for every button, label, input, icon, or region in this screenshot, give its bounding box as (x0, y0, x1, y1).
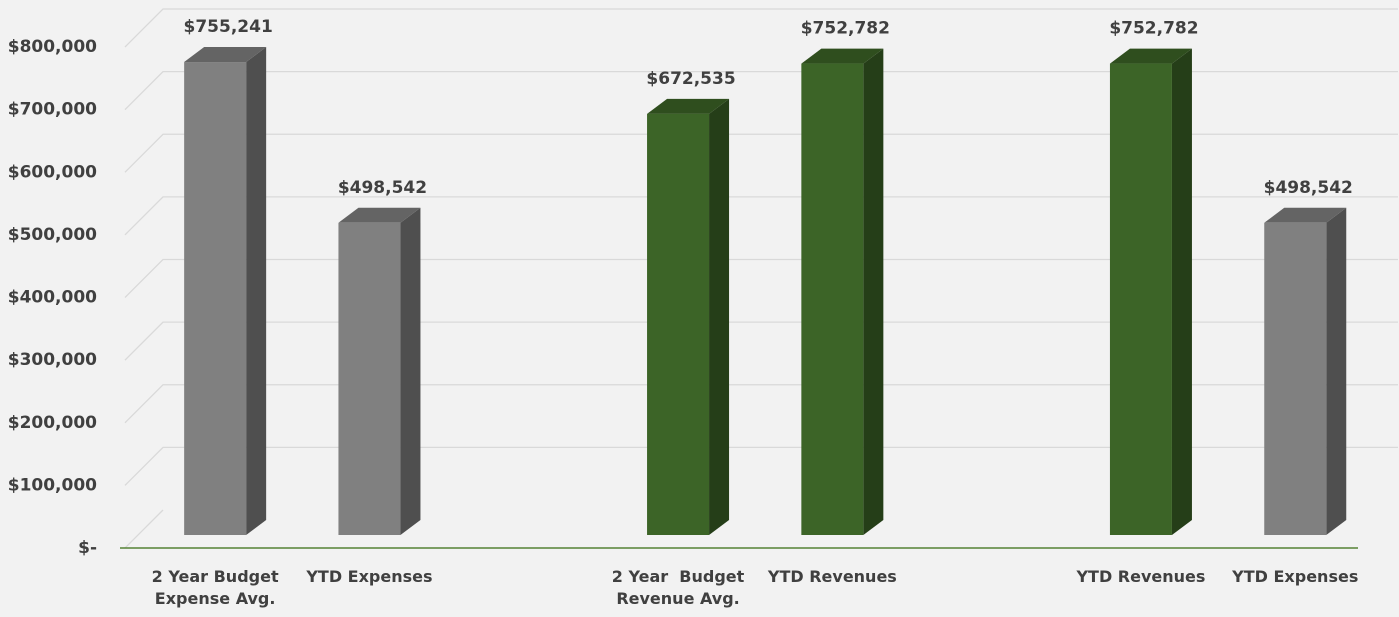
bar-top (801, 48, 884, 64)
bar-top (1109, 48, 1192, 64)
grid-line (124, 321, 1398, 361)
data-label: $498,542 (1264, 178, 1353, 198)
bar-top (1264, 207, 1347, 223)
x-tick-label: YTD Revenues (767, 567, 897, 586)
y-tick-label: $400,000 (8, 288, 97, 308)
grid-line (124, 258, 1398, 298)
y-tick-label: $200,000 (8, 413, 97, 433)
data-label: $498,542 (338, 178, 427, 198)
y-tick-label: $800,000 (8, 37, 97, 57)
data-label: $752,782 (1109, 19, 1198, 39)
bar-top (338, 207, 421, 223)
grid-line (124, 70, 1398, 111)
grid-line (124, 133, 1398, 173)
bar (647, 113, 710, 536)
x-tick-label: YTD Revenues (1076, 567, 1206, 586)
bar (1264, 222, 1327, 535)
bar (184, 62, 247, 535)
bar-side (246, 47, 267, 535)
y-tick-label: $300,000 (8, 350, 97, 370)
y-tick-label: $600,000 (8, 162, 97, 182)
data-label: $672,535 (646, 69, 735, 89)
bar (801, 63, 864, 535)
bar-top (184, 47, 267, 63)
bar-side (400, 207, 421, 535)
bar-side (863, 48, 884, 535)
floor-edge (124, 509, 164, 549)
x-tick-label: 2 Year Budget Revenue Avg. (611, 567, 750, 608)
bar (338, 222, 401, 535)
bar (1109, 63, 1172, 535)
y-tick-label: $500,000 (8, 225, 97, 245)
x-tick-label: YTD Expenses (1232, 567, 1359, 586)
y-tick-label: $- (78, 538, 97, 558)
y-tick-label: $700,000 (8, 100, 97, 120)
data-label: $752,782 (801, 19, 890, 39)
bar-side (1171, 48, 1192, 535)
grid-line (124, 446, 1398, 486)
grid-line (124, 8, 1398, 48)
bar-side (709, 98, 730, 536)
bar-top (647, 98, 730, 114)
grid-line (124, 384, 1398, 424)
x-tick-label: YTD Expenses (306, 567, 433, 586)
x-tick-label: 2 Year Budget Expense Avg. (151, 567, 285, 608)
bar-side (1326, 207, 1347, 535)
data-label: $755,241 (184, 17, 273, 37)
grid-line (124, 196, 1398, 236)
y-tick-label: $100,000 (8, 475, 97, 495)
